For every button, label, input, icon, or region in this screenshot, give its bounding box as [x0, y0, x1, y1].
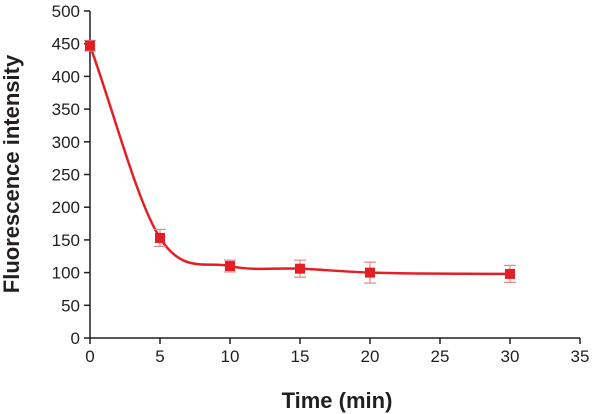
- series-layer: [84, 39, 516, 284]
- x-tick-label: 25: [431, 347, 450, 366]
- y-tick-label: 300: [52, 133, 80, 152]
- series-line: [88, 45, 511, 276]
- y-tick-label: 0: [71, 329, 80, 348]
- x-axis-title: Time (min): [282, 388, 393, 413]
- x-tick-label: 20: [361, 347, 380, 366]
- y-tick-label: 450: [52, 35, 80, 54]
- x-tick-label: 0: [85, 347, 94, 366]
- y-tick-label: 350: [52, 100, 80, 119]
- y-tick-label: 250: [52, 166, 80, 185]
- y-tick-label: 200: [52, 198, 80, 217]
- y-axis-title: Fluorescence intensity: [0, 54, 24, 293]
- data-point: [505, 268, 515, 279]
- y-tick-label: 150: [52, 231, 80, 250]
- x-axis-ticks: 0 5 10 15 20 25 30 35: [85, 338, 589, 366]
- data-point: [365, 267, 375, 278]
- y-axis-ticks: 0 50 100 150 200 250 300 350 400 450 500: [52, 2, 90, 348]
- x-tick-label: 30: [501, 347, 520, 366]
- y-tick-label: 500: [52, 2, 80, 21]
- data-point: [85, 40, 95, 51]
- data-point: [155, 232, 165, 243]
- y-tick-label: 50: [61, 296, 80, 315]
- x-tick-label: 15: [291, 347, 310, 366]
- y-tick-label: 400: [52, 67, 80, 86]
- x-tick-label: 5: [155, 347, 164, 366]
- data-point: [225, 261, 235, 272]
- x-tick-label: 10: [221, 347, 240, 366]
- data-point: [295, 263, 305, 274]
- x-tick-label: 35: [571, 347, 590, 366]
- y-tick-label: 100: [52, 264, 80, 283]
